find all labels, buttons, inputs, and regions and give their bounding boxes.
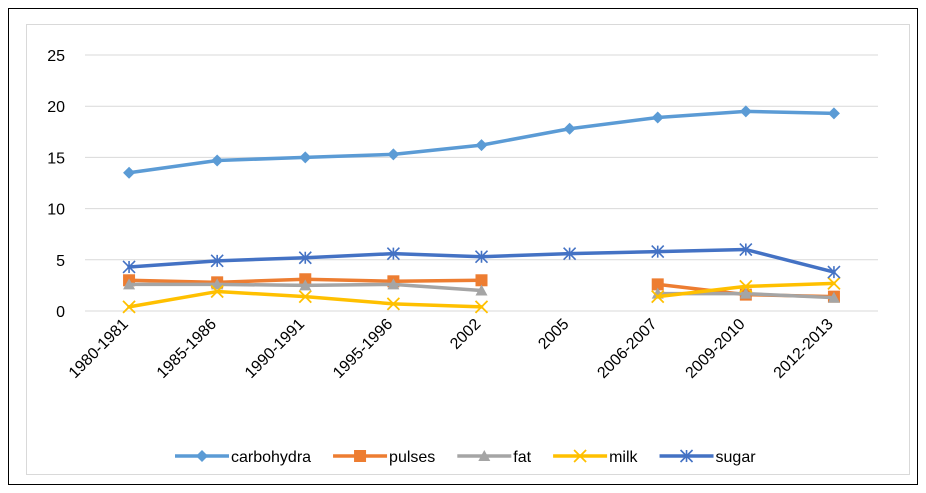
data-point-fat <box>827 291 840 303</box>
data-point-sugar <box>298 251 312 265</box>
data-point-pulses <box>651 278 664 291</box>
data-point-milk <box>474 300 489 314</box>
data-point-carbohydra <box>475 139 488 152</box>
y-tick-label: 10 <box>47 202 65 219</box>
legend-label-pulses: pulses <box>389 449 435 466</box>
x-tick-label: 2006-2007 <box>594 316 660 382</box>
data-point-fat <box>387 278 400 290</box>
x-tick-label: 1995-1996 <box>330 316 396 382</box>
y-tick-label: 0 <box>56 304 65 321</box>
data-point-sugar <box>739 242 753 257</box>
data-point-milk <box>210 284 224 299</box>
data-point-carbohydra <box>299 151 312 164</box>
data-point-sugar <box>122 260 136 274</box>
data-point-milk <box>298 290 312 304</box>
x-tick-label: 2012-2013 <box>771 316 837 382</box>
data-point-fat <box>123 278 136 290</box>
data-point-pulses <box>299 273 312 286</box>
x-tick-label: 1980-1981 <box>66 316 132 382</box>
legend-marker-carbohydra <box>196 450 208 462</box>
x-tick-label: 2005 <box>535 316 572 353</box>
data-point-carbohydra <box>123 166 136 179</box>
data-point-fat <box>299 279 312 291</box>
data-point-sugar <box>210 254 224 268</box>
legend-label-carbohydra: carbohydra <box>231 449 311 466</box>
data-point-carbohydra <box>651 111 664 124</box>
legend-label-fat: fat <box>513 449 531 466</box>
data-point-milk <box>122 300 136 314</box>
data-point-carbohydra <box>387 148 400 161</box>
data-point-fat <box>211 278 224 290</box>
data-point-fat <box>475 284 488 296</box>
data-point-sugar <box>827 265 841 279</box>
data-point-sugar <box>651 245 665 259</box>
legend-label-sugar: sugar <box>716 449 757 466</box>
y-tick-label: 5 <box>56 253 65 270</box>
data-point-milk <box>651 290 665 304</box>
x-tick-label: 1985-1986 <box>154 316 220 382</box>
data-point-carbohydra <box>211 154 224 167</box>
x-tick-label: 2002 <box>447 316 484 353</box>
chart-frame <box>8 8 918 485</box>
y-tick-label: 25 <box>47 48 65 65</box>
series-line-milk <box>127 289 484 309</box>
legend-marker-pulses <box>354 450 367 462</box>
x-tick-label: 1990-1991 <box>242 316 308 382</box>
data-point-sugar <box>474 250 489 264</box>
data-point-carbohydra <box>563 122 576 135</box>
data-point-sugar <box>563 247 577 261</box>
data-point-sugar <box>386 247 400 261</box>
data-point-pulses <box>475 274 488 287</box>
data-point-fat <box>739 287 752 299</box>
data-point-carbohydra <box>827 107 840 120</box>
data-point-milk <box>827 276 841 290</box>
legend-label-milk: milk <box>609 449 638 466</box>
legend-marker-milk <box>573 449 587 463</box>
data-point-carbohydra <box>739 105 752 118</box>
chart-area <box>26 24 910 475</box>
legend-marker-sugar <box>679 449 694 463</box>
data-point-milk <box>739 279 753 294</box>
y-tick-label: 15 <box>47 150 65 167</box>
x-tick-label: 2009-2010 <box>683 316 749 382</box>
y-tick-label: 20 <box>47 99 65 116</box>
data-point-milk <box>386 297 401 311</box>
legend-marker-fat <box>478 450 491 461</box>
